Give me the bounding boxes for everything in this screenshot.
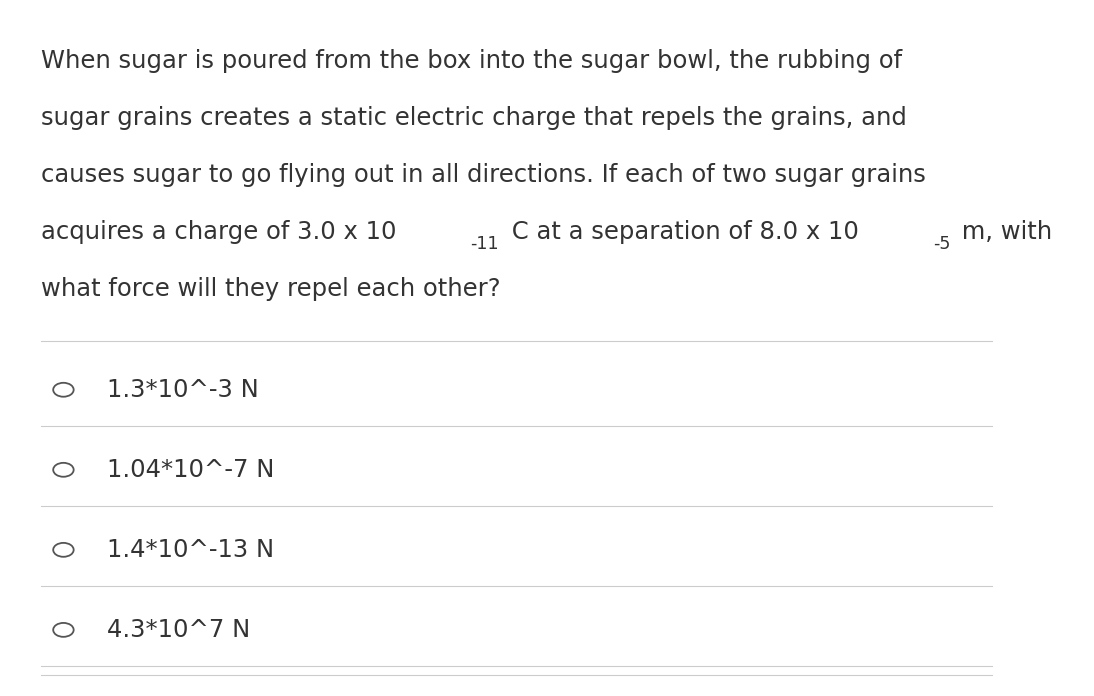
Text: causes sugar to go flying out in all directions. If each of two sugar grains: causes sugar to go flying out in all dir…	[40, 163, 926, 187]
Text: acquires a charge of 3.0 x 10: acquires a charge of 3.0 x 10	[40, 220, 396, 244]
Text: -11: -11	[470, 235, 499, 253]
Text: m, with: m, with	[954, 220, 1051, 244]
Text: what force will they repel each other?: what force will they repel each other?	[40, 277, 501, 301]
Text: When sugar is poured from the box into the sugar bowl, the rubbing of: When sugar is poured from the box into t…	[40, 49, 903, 72]
Text: C at a separation of 8.0 x 10: C at a separation of 8.0 x 10	[504, 220, 859, 244]
Text: 1.3*10^-3 N: 1.3*10^-3 N	[107, 378, 259, 402]
Text: 4.3*10^7 N: 4.3*10^7 N	[107, 618, 251, 642]
Text: sugar grains creates a static electric charge that repels the grains, and: sugar grains creates a static electric c…	[40, 106, 907, 129]
Text: 1.04*10^-7 N: 1.04*10^-7 N	[107, 458, 275, 482]
Text: 1.4*10^-13 N: 1.4*10^-13 N	[107, 538, 275, 562]
Text: -5: -5	[933, 235, 951, 253]
